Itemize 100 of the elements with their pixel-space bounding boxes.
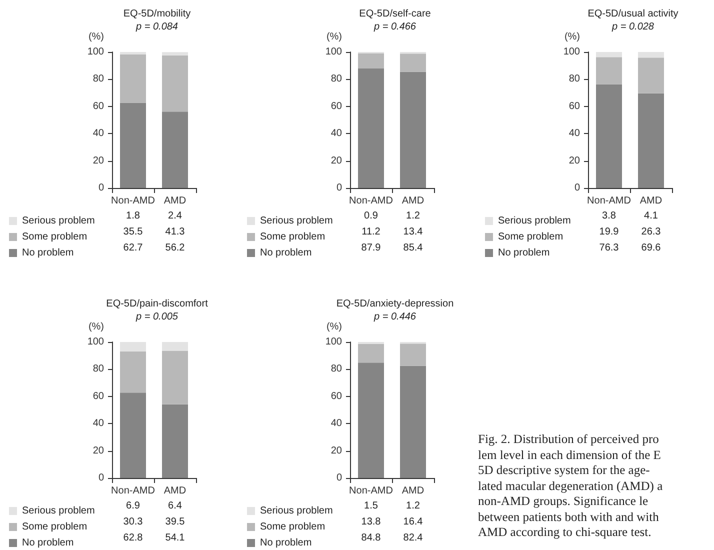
bar: [162, 342, 188, 351]
y-axis-title: (%): [564, 32, 580, 42]
data-label: 56.2: [165, 242, 186, 254]
legend-label: Some problem: [22, 522, 88, 532]
data-label: 85.4: [403, 242, 424, 254]
y-tick-label: 20: [330, 155, 342, 166]
data-label: 6.9: [126, 500, 140, 512]
data-label: 62.8: [123, 532, 144, 544]
y-tick-label: 100: [325, 336, 342, 348]
y-tick-label: 40: [568, 128, 580, 140]
bar: [162, 112, 188, 188]
y-axis-title: (%): [88, 322, 104, 332]
y-tick-label: 60: [330, 390, 342, 402]
x-tick-label: Non-AMD: [349, 486, 393, 496]
x-tick-label: Non-AMD: [349, 196, 393, 206]
legend-label: Serious problem: [498, 216, 571, 226]
data-label: 13.8: [361, 516, 382, 528]
bar: [162, 55, 188, 112]
x-tick-label: AMD: [402, 486, 424, 496]
bar: [162, 350, 188, 404]
x-tick-label: AMD: [164, 196, 186, 206]
data-label: 1.5: [364, 500, 378, 512]
y-tick-label: 0: [336, 182, 342, 194]
y-tick-label: 100: [563, 46, 580, 58]
legend-label: Serious problem: [260, 216, 333, 226]
data-label: 16.4: [403, 516, 424, 528]
legend-label: Some problem: [498, 232, 564, 242]
y-tick-label: 20: [92, 155, 104, 166]
legend-label: Serious problem: [260, 506, 333, 516]
y-axis-title: (%): [326, 32, 342, 42]
y-tick-label: 80: [330, 74, 342, 85]
y-tick-label: 20: [92, 445, 104, 456]
bar: [400, 54, 426, 72]
y-tick-label: 20: [568, 155, 580, 166]
data-label: 35.5: [123, 226, 144, 238]
y-tick-label: 80: [330, 364, 342, 375]
bar: [120, 102, 146, 188]
bar: [596, 57, 622, 84]
x-tick-label: Non-AMD: [111, 196, 155, 206]
chart-title: EQ-5D/pain-discomfort: [106, 298, 208, 310]
data-label: 1.2: [406, 210, 420, 222]
bar: [596, 84, 622, 188]
data-label: 6.4: [168, 500, 182, 512]
y-tick-label: 80: [568, 74, 580, 85]
y-tick-label: 20: [330, 445, 342, 456]
y-tick-label: 60: [330, 100, 342, 112]
data-label: 84.8: [361, 532, 382, 544]
chart-title: EQ-5D/usual activity: [588, 8, 678, 20]
bar: [638, 58, 664, 94]
x-tick-label: Non-AMD: [587, 196, 631, 206]
bar: [358, 344, 384, 363]
y-tick-label: 60: [568, 100, 580, 112]
y-tick-label: 80: [92, 364, 104, 375]
bar: [162, 404, 188, 478]
y-tick-label: 40: [92, 418, 104, 430]
y-tick-label: 60: [92, 100, 104, 112]
legend-label: Some problem: [22, 232, 88, 242]
y-tick-label: 100: [87, 46, 104, 58]
bar: [596, 52, 622, 58]
chart-subtitle: p = 0.028: [611, 22, 654, 32]
data-label: 54.1: [165, 532, 186, 544]
y-tick-label: 0: [98, 472, 104, 484]
bar: [400, 366, 426, 478]
y-tick-label: 40: [92, 128, 104, 140]
bar: [120, 54, 146, 103]
data-label: 11.2: [362, 226, 381, 238]
data-label: 4.1: [644, 210, 658, 222]
y-tick-label: 0: [574, 182, 580, 194]
data-label: 2.4: [168, 210, 182, 222]
legend-label: No problem: [260, 538, 312, 548]
chart-subtitle: p = 0.084: [135, 22, 178, 32]
data-label: 19.9: [599, 226, 620, 238]
legend-label: No problem: [22, 248, 74, 258]
x-tick-label: AMD: [402, 196, 424, 206]
chart-subtitle: p = 0.005: [135, 312, 178, 322]
chart-subtitle: p = 0.446: [373, 312, 416, 322]
data-label: 76.3: [599, 242, 620, 254]
bar: [358, 362, 384, 478]
chart-subtitle: p = 0.466: [373, 22, 416, 32]
data-label: 69.6: [641, 242, 662, 254]
bar: [400, 344, 426, 366]
bar: [358, 53, 384, 68]
bar: [120, 351, 146, 393]
legend-label: Serious problem: [22, 216, 95, 226]
data-label: 62.7: [123, 242, 144, 254]
y-tick-label: 0: [336, 472, 342, 484]
y-tick-label: 60: [92, 390, 104, 402]
legend-label: Some problem: [260, 522, 326, 532]
data-label: 1.2: [406, 500, 420, 512]
data-label: 0.9: [364, 210, 378, 222]
legend-label: Serious problem: [22, 506, 95, 516]
y-tick-label: 40: [330, 418, 342, 430]
bar: [638, 93, 664, 188]
chart-title: EQ-5D/anxiety-depression: [336, 298, 454, 310]
legend-label: No problem: [22, 538, 74, 548]
data-label: 39.5: [165, 516, 186, 528]
bar: [638, 52, 664, 58]
data-label: 87.9: [361, 242, 382, 254]
chart-title: EQ-5D/mobility: [123, 8, 191, 20]
x-tick-label: Non-AMD: [111, 486, 155, 496]
